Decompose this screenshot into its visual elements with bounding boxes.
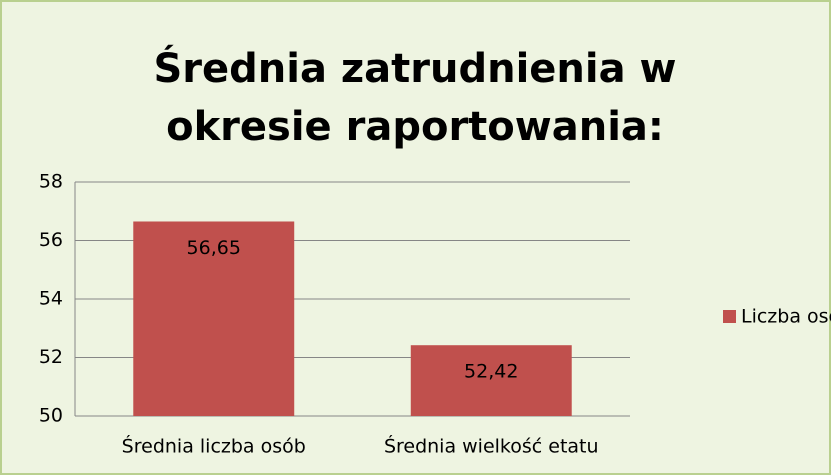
y-tick-label: 54	[39, 288, 63, 310]
data-label: 52,42	[464, 361, 518, 383]
legend-swatch	[723, 310, 736, 323]
bar	[133, 221, 295, 416]
x-tick-label: Średnia liczba osób	[122, 434, 306, 458]
x-tick-label: Średnia wielkość etatu	[384, 434, 599, 458]
legend-label: Liczba osób	[741, 306, 831, 328]
data-label: 56,65	[187, 237, 241, 259]
bar	[410, 345, 572, 416]
y-tick-label: 56	[39, 229, 63, 251]
y-tick-label: 52	[39, 346, 63, 368]
y-tick-label: 50	[39, 405, 63, 427]
chart-title: Średnia zatrudnienia w okresie raportowa…	[153, 46, 677, 150]
y-tick-label: 58	[39, 171, 63, 193]
